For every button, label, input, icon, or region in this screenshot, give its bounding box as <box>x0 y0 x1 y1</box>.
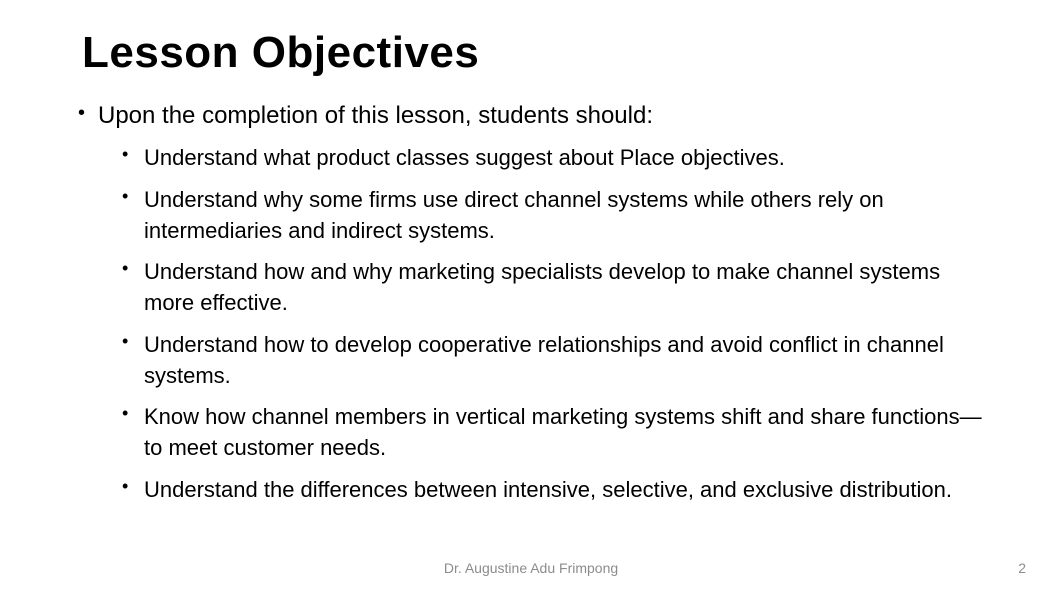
objective-text: Understand what product classes suggest … <box>144 145 785 170</box>
objectives-list: Understand what product classes suggest … <box>98 142 984 504</box>
page-number: 2 <box>1018 560 1026 576</box>
objective-text: Understand why some firms use direct cha… <box>144 187 884 243</box>
footer-author: Dr. Augustine Adu Frimpong <box>0 560 1062 576</box>
objective-item: Understand what product classes suggest … <box>122 142 984 173</box>
intro-text: Upon the completion of this lesson, stud… <box>98 102 653 129</box>
objective-item: Understand how to develop cooperative re… <box>122 329 984 391</box>
intro-item: Upon the completion of this lesson, stud… <box>78 100 984 505</box>
objective-item: Understand how and why marketing special… <box>122 256 984 318</box>
objective-item: Know how channel members in vertical mar… <box>122 401 984 463</box>
outer-list: Upon the completion of this lesson, stud… <box>78 100 984 505</box>
slide-title: Lesson Objectives <box>82 28 984 78</box>
slide: Lesson Objectives Upon the completion of… <box>0 0 1062 598</box>
objective-text: Understand how to develop cooperative re… <box>144 332 944 388</box>
objective-text: Understand how and why marketing special… <box>144 259 940 315</box>
objective-item: Understand the differences between inten… <box>122 474 984 505</box>
objective-item: Understand why some firms use direct cha… <box>122 184 984 246</box>
objective-text: Know how channel members in vertical mar… <box>144 404 982 460</box>
objective-text: Understand the differences between inten… <box>144 477 952 502</box>
